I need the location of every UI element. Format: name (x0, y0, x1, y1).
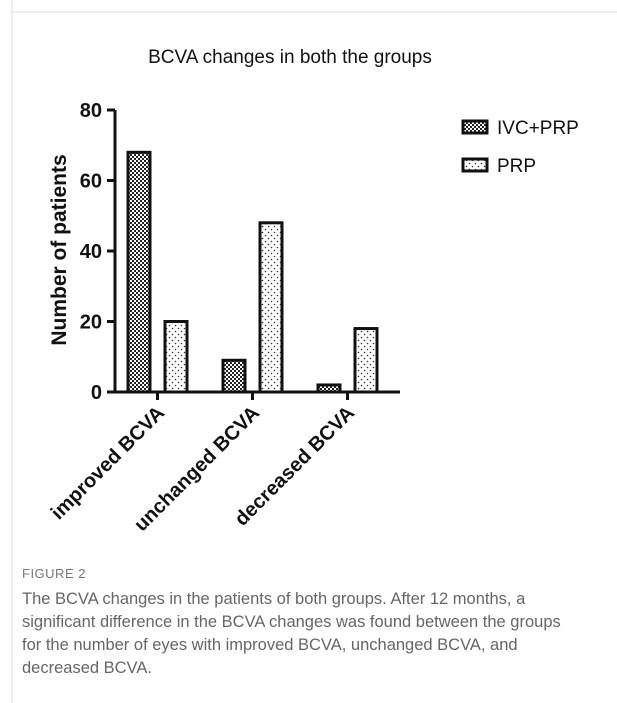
legend-swatch (461, 119, 489, 135)
bar (221, 358, 247, 394)
legend-swatch (461, 157, 489, 173)
y-tick-label: 80 (80, 100, 102, 122)
bar (353, 327, 379, 394)
caption-label: FIGURE 2 (22, 566, 86, 581)
bar (163, 320, 189, 394)
y-tick-label: 40 (80, 241, 102, 263)
y-tick-label: 60 (80, 171, 102, 193)
y-tick-label: 0 (91, 382, 102, 404)
bar (258, 221, 284, 394)
bar (126, 150, 152, 394)
chart-title: BCVA changes in both the groups (148, 47, 432, 68)
caption-text: The BCVA changes in the patients of both… (22, 590, 561, 677)
bar (316, 383, 342, 394)
legend-label: PRP (497, 156, 536, 177)
y-tick-label: 20 (80, 312, 102, 334)
legend-label: IVC+PRP (497, 118, 579, 139)
y-axis-label: Number of patients (48, 154, 71, 345)
